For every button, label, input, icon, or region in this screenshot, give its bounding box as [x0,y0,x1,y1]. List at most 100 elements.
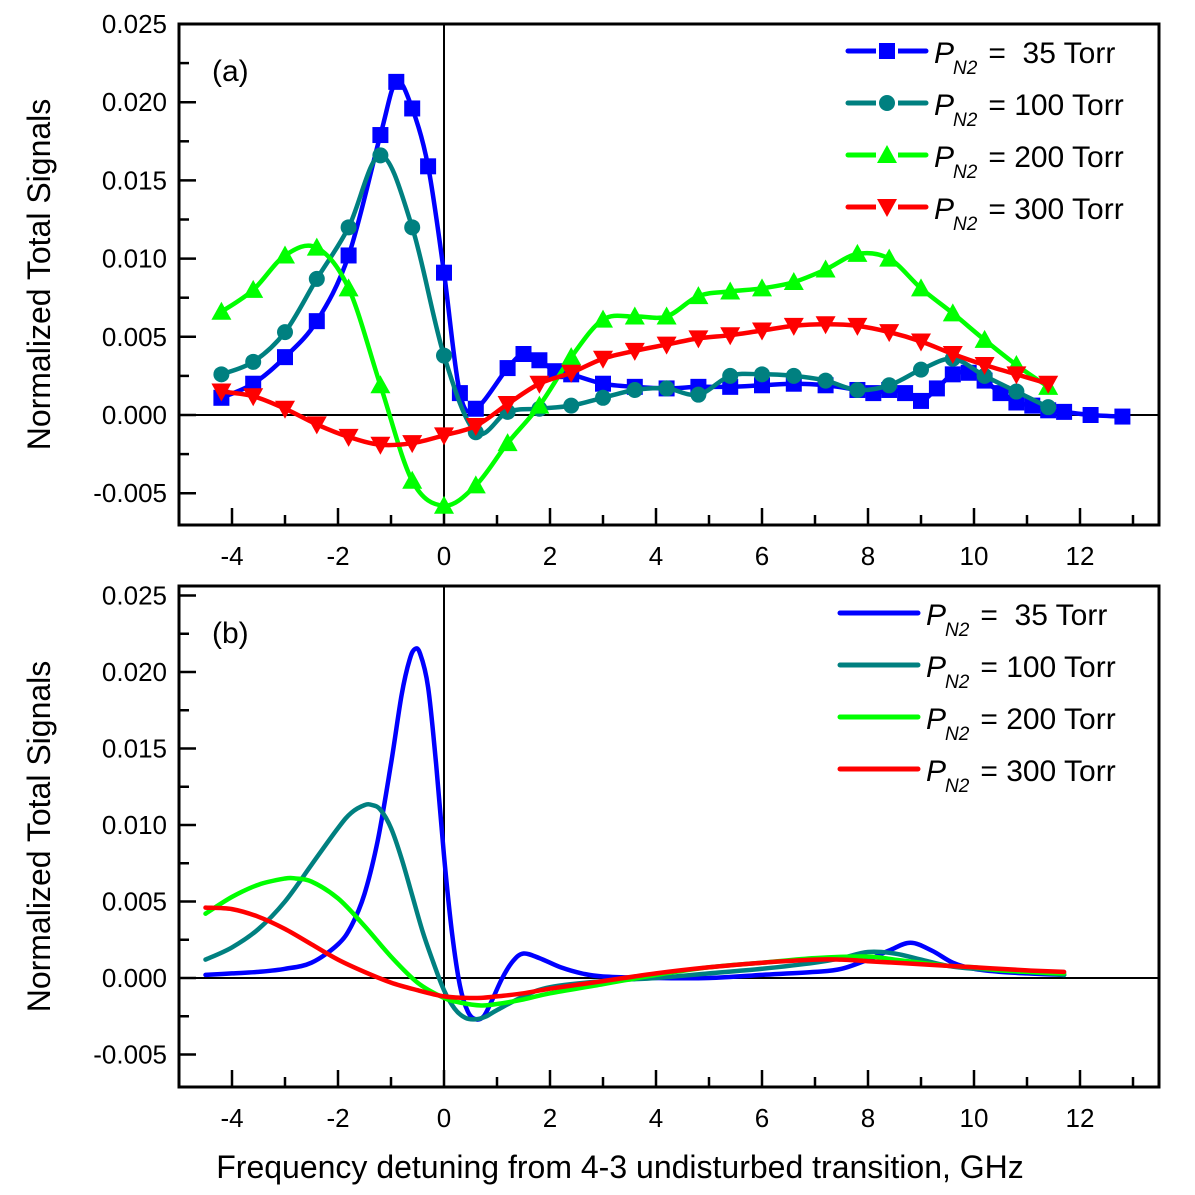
data-point-3 [911,278,931,297]
data-point-2 [372,147,389,164]
data-point-3 [847,243,868,262]
legend-swatch-marker [879,95,895,111]
data-point-4 [974,356,995,375]
data-point-1 [467,400,484,417]
data-point-3 [879,248,900,267]
legend-item: PN2 = 300 Torr [845,193,1124,235]
data-point-2 [626,381,643,398]
data-point-1 [499,360,516,377]
panel-b: -0.005 0.000 0.005 0.010 0.015 0.020 0.025 -4 -2… [21,581,1161,1133]
data-point-1 [897,385,914,402]
data-point-3 [306,237,327,256]
data-point-1 [944,366,961,383]
data-point-4 [338,428,359,447]
x-tick-label: -4 [220,1103,243,1133]
x-tick-label: -2 [326,541,349,571]
data-point-3 [497,433,518,452]
legend-swatch-marker [877,145,897,163]
panel-a: -0.005 0.000 0.005 0.010 0.015 0.020 0.025 -4 -2… [21,9,1161,571]
data-point-3 [783,272,804,291]
legend-label: = 35 Torr [980,37,1115,70]
y-tick-label: 0.015 [102,734,167,764]
y-tick-label: 0.000 [102,963,167,993]
series-line-2 [219,153,1051,437]
data-point-2 [245,353,262,370]
data-point-4 [847,317,868,336]
legend-symbol: P [934,89,954,122]
legend-item: PN2 = 100 Torr [845,89,1124,131]
data-point-1 [1056,403,1073,420]
data-point-4 [497,396,518,415]
legend-item: PN2 = 100 Torr [837,651,1116,693]
data-point-4 [942,346,963,365]
data-point-2 [1008,383,1025,400]
data-point-4 [402,435,423,454]
series-group [203,646,1067,1022]
legend-symbol: P [926,755,946,788]
data-point-4 [783,317,804,336]
data-point-2 [1040,399,1057,416]
data-point-2 [563,397,580,414]
y-axis-title: Normalized Total Signals [21,99,57,451]
legend-subscript: N2 [945,672,970,693]
y-tick-label: 0.015 [102,165,167,195]
legend-item: PN2 = 35 Torr [837,599,1107,641]
data-point-1 [595,375,611,392]
panel-label: (b) [212,617,249,650]
legend-symbol: P [934,193,954,226]
y-tick-label: 0.025 [102,9,167,39]
y-axis-title: Normalized Total Signals [21,661,57,1013]
x-tick-label: 2 [543,541,557,571]
data-point-1 [928,380,945,397]
data-point-2 [658,380,675,397]
data-point-3 [942,303,963,322]
series-line-4 [203,905,1067,1001]
data-point-4 [434,427,454,446]
data-point-2 [881,377,898,394]
data-point-3 [593,309,613,328]
data-point-4 [720,327,741,346]
data-point-4 [1006,366,1027,385]
data-point-4 [306,416,327,435]
plot-frame [177,584,1161,1089]
data-point-2 [690,386,707,403]
data-point-1 [420,158,437,175]
data-point-4 [561,364,582,383]
x-tick-label: -4 [220,541,243,571]
legend-swatch-marker [879,43,895,59]
data-point-1 [340,247,357,264]
data-point-3 [465,475,486,494]
series-line-2 [203,802,1067,1022]
data-point-4 [211,383,232,402]
data-point-1 [722,378,739,395]
data-point-4 [370,436,391,455]
data-point-1 [277,349,293,366]
data-point-1 [372,127,389,144]
legend-label: = 35 Torr [972,599,1107,632]
data-point-2 [722,367,739,384]
x-tick-label: 8 [861,1103,875,1133]
legend-item: PN2 = 300 Torr [837,755,1116,797]
data-point-3 [529,395,550,414]
y-tick-label: 0.010 [102,810,167,840]
data-point-2 [595,389,611,406]
data-point-1 [992,385,1009,402]
data-point-3 [211,301,232,320]
legend-subscript: N2 [945,776,970,797]
y-tick-label: 0.020 [102,87,167,117]
x-axis-title: Frequency detuning from 4-3 undisturbed … [216,1149,1024,1185]
data-point-4 [1038,375,1059,394]
data-point-2 [817,372,834,389]
legend-swatch-marker [877,199,897,217]
legend-item: PN2 = 200 Torr [845,141,1124,183]
y-tick-label: 0.000 [102,400,167,430]
data-point-3 [402,470,423,489]
data-point-1 [754,377,770,394]
data-point-2 [436,347,452,364]
y-tick-label: 0.005 [102,322,167,352]
series-line-3 [219,243,1051,508]
data-point-1 [531,352,548,369]
data-point-3 [974,329,995,348]
